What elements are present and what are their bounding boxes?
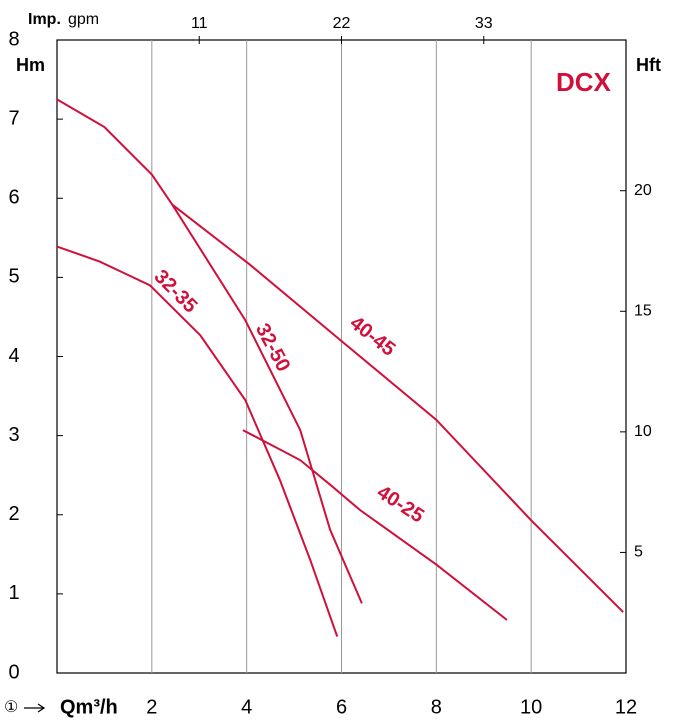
y-tick-label: 6 — [8, 187, 19, 209]
x-axis-marker: ① — [4, 699, 18, 716]
y-tick-label: 1 — [8, 582, 19, 604]
x2-tick-label: 22 — [333, 15, 351, 32]
x-tick-label: 8 — [431, 696, 442, 718]
y-tick-label: 2 — [8, 503, 19, 525]
y2-tick-label: 20 — [634, 182, 652, 199]
y-axis-label: Hm — [16, 55, 45, 75]
series-label: 40-45 — [346, 312, 400, 361]
x-tick-label: 6 — [336, 696, 347, 718]
series-line — [171, 203, 624, 613]
x2-tick-label: 11 — [191, 15, 208, 32]
y-tick-label: 0 — [8, 661, 19, 683]
x-axis-label: Qm³/h — [60, 696, 118, 718]
y2-tick-label: 10 — [634, 423, 652, 440]
series-label: 40-25 — [373, 481, 428, 527]
series-line — [56, 245, 339, 637]
series-line — [56, 98, 363, 604]
x-tick-label: 12 — [615, 696, 637, 718]
y-tick-label: 7 — [8, 107, 19, 129]
chart-title: DCX — [556, 67, 612, 97]
y-tick-label: 8 — [8, 28, 19, 50]
y-tick-label: 5 — [8, 266, 19, 288]
y2-axis-label: Hft — [636, 55, 661, 75]
y2-tick-label: 15 — [634, 303, 652, 320]
series-label: 32-50 — [251, 320, 294, 375]
y-tick-label: 4 — [8, 345, 19, 367]
y2-tick-label: 5 — [634, 544, 643, 561]
x2-axis-label: Imp. — [28, 11, 61, 28]
x2-axis-unit: gpm — [68, 11, 99, 28]
y-tick-label: 3 — [8, 424, 19, 446]
x2-tick-label: 33 — [475, 15, 493, 32]
x-tick-label: 2 — [146, 696, 157, 718]
x-tick-label: 4 — [241, 696, 252, 718]
arrow — [24, 703, 46, 713]
series-line — [242, 429, 508, 621]
x-tick-label: 10 — [520, 696, 542, 718]
